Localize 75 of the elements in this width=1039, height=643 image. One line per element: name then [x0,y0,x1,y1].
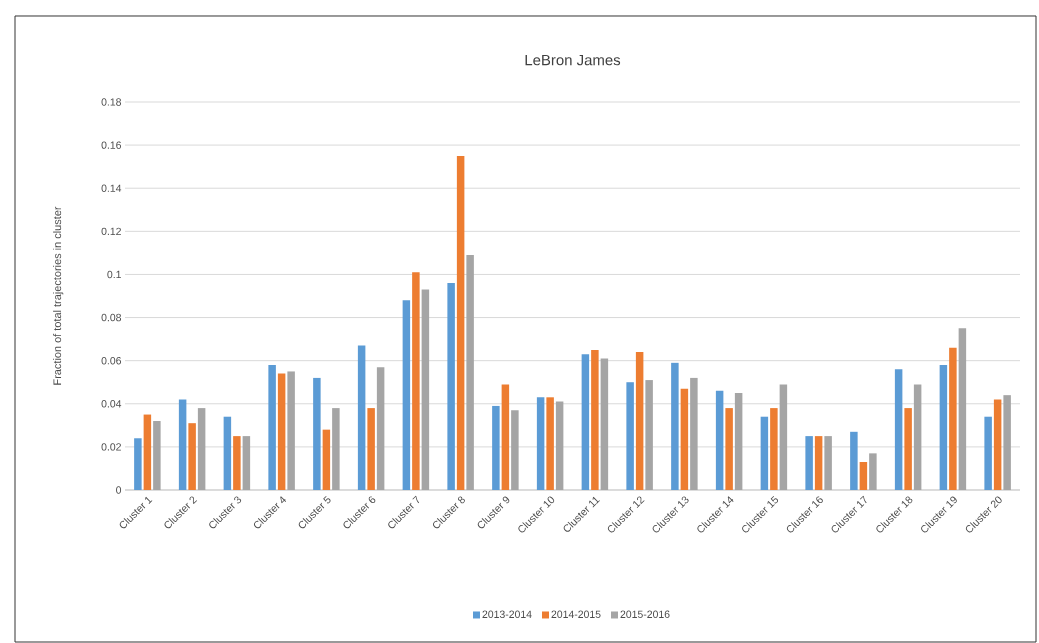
bar [178,399,187,490]
bar [725,408,733,490]
bar [367,408,375,490]
y-tick-label: 0.16 [101,141,122,149]
legend-label: 2014-2015 [551,610,601,618]
legend-label: 2013-2014 [482,610,532,618]
bar [600,358,609,490]
y-tick-label: 0.18 [101,98,122,106]
bar [223,416,232,490]
bar [332,408,340,490]
bar [591,349,599,490]
bar [993,399,1002,490]
y-tick-label: 0 [116,486,122,494]
bar [824,436,832,490]
legend-label: 2015-2016 [620,610,670,618]
bar [635,352,644,490]
bar [242,436,251,490]
y-tick-label: 0.04 [101,400,122,408]
bar [984,416,992,490]
bar [770,408,778,490]
bar [645,380,653,490]
bar [421,289,430,490]
bar [447,283,455,490]
bar [581,354,590,490]
bar [779,384,788,490]
bar [268,364,276,490]
bar [466,255,474,490]
bar [501,384,510,490]
bar [958,328,967,490]
bar [357,345,366,490]
bar [188,423,196,490]
bar [913,384,922,490]
bar [859,461,868,490]
bar [1003,395,1011,490]
bar [546,397,554,490]
bar [814,436,823,490]
bar [690,377,698,490]
y-tick-label: 0.06 [101,356,122,365]
chart-title: LeBron James [525,54,621,66]
bar [904,408,912,490]
y-axis-title: Fraction of total trajectories in cluster [53,206,64,385]
bar [805,436,813,490]
bar [233,436,241,490]
y-tick-label: 0.08 [101,313,122,322]
bar [536,397,545,490]
bar [511,410,519,490]
bar [313,377,321,490]
bar [715,390,724,490]
bar [626,382,634,490]
bar [143,414,152,490]
bar [287,371,295,490]
bar [760,416,769,490]
bar [412,272,420,490]
bar [939,364,948,490]
bar [492,405,500,490]
bar [402,300,411,490]
bar [153,421,161,490]
y-tick-label: 0.12 [101,227,121,236]
bar [734,393,743,490]
bar [456,155,465,490]
y-tick-label: 0.1 [107,270,121,279]
y-tick-label: 0.14 [101,184,122,192]
bar [555,401,564,490]
bar [671,362,679,490]
bar [850,431,858,490]
bar [322,429,331,490]
bar [134,438,142,490]
bar [869,453,877,490]
bar [197,408,206,490]
bar [894,369,903,490]
bar [277,373,286,490]
y-tick-label: 0.02 [101,443,121,451]
bar [949,347,957,490]
bar [376,367,385,490]
bar [680,388,689,490]
